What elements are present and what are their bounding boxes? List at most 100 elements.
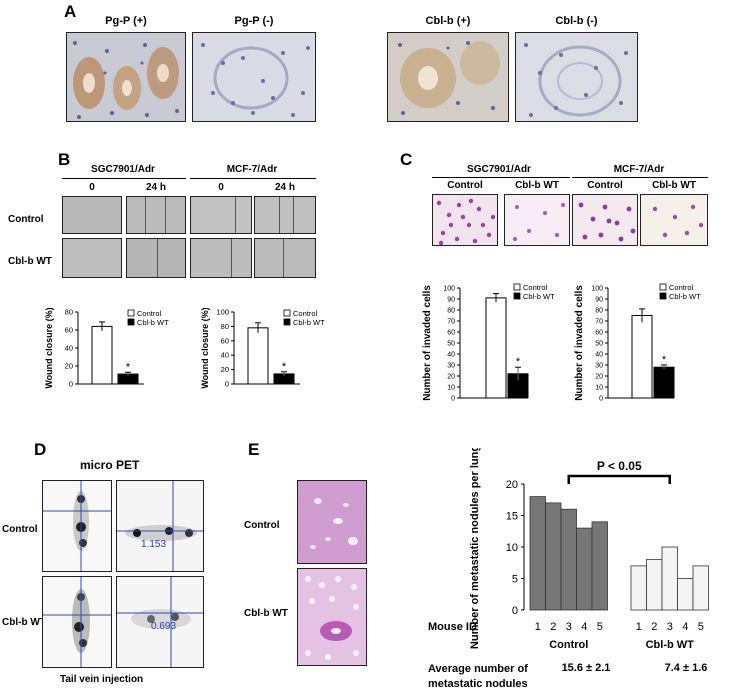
y-tick-label: 40 (65, 344, 73, 353)
wound-image (126, 196, 186, 234)
legend-swatch (283, 318, 291, 326)
legend-swatch (283, 309, 291, 317)
y-tick-label: 60 (221, 336, 229, 345)
image-caption-pgp-pos: Pg-P (+) (105, 15, 147, 27)
injection-caption: Tail vein injection (60, 674, 144, 685)
y-tick-label: 40 (221, 351, 229, 360)
y-tick-label: 90 (447, 297, 455, 304)
y-tick-label: 15 (506, 511, 518, 523)
y-tick-label: 20 (65, 362, 73, 371)
group-underline (190, 178, 316, 179)
legend-label: Cbl-b WT (137, 318, 169, 327)
wound-image (190, 238, 252, 278)
mouse-id-label: 3 (667, 621, 673, 633)
y-tick-label: 10 (447, 385, 455, 392)
y-tick-label: 0 (69, 380, 73, 389)
mouse-id-label: 1 (636, 621, 642, 633)
time-label: 24 h (145, 182, 166, 193)
invasion-image (640, 194, 708, 246)
mouse-id-label: 3 (566, 621, 572, 633)
y-axis-label: Number of metastatic nodules per lung (469, 448, 481, 649)
significance-bracket (567, 474, 671, 484)
x-axis-title: Mouse ID (428, 621, 477, 633)
y-tick-label: 10 (595, 385, 603, 392)
y-axis-label: Wound closure (%) (44, 307, 54, 388)
group-label-sgc7901: SGC7901/Adr (467, 164, 531, 175)
mouse-id-label: 4 (682, 621, 688, 633)
legend-label: Cbl-b WT (669, 292, 701, 301)
group-label-sgc7901: SGC7901/Adr (91, 164, 155, 175)
bar (646, 559, 663, 611)
average-cblb: 7.4 ± 1.6 (664, 662, 708, 674)
chart-wound-closure-sgc7901: 0 20 40 60 80 Wound closure (%) * ControlCbl-b … (44, 307, 169, 389)
average-label: Average number of metastatic nodules (428, 662, 528, 692)
row-label-cblb: Cbl-b WT (244, 608, 288, 619)
column-label: Control (447, 180, 483, 191)
bar (485, 297, 507, 399)
legend-label: Control (293, 309, 318, 318)
invasion-image (432, 194, 498, 246)
y-tick-label: 0 (225, 380, 229, 389)
y-tick-label: 100 (591, 286, 603, 293)
y-tick-label: 60 (595, 330, 603, 337)
y-tick-label: 70 (447, 319, 455, 326)
legend-swatch (513, 292, 521, 300)
lung-histology-cblb (297, 568, 367, 666)
legend-swatch (127, 318, 135, 326)
y-tick-label: 40 (447, 352, 455, 359)
column-label: Cbl-b WT (652, 180, 696, 191)
time-label: 0 (89, 182, 95, 193)
wound-image (190, 196, 252, 234)
y-tick-label: 20 (595, 374, 603, 381)
p-value-label: P < 0.05 (597, 459, 642, 473)
bar (545, 502, 562, 611)
chart-wound-closure-mcf7: 0 20 40 60 80 100 Wound closure (%) * ControlCbl… (200, 307, 325, 389)
y-tick-label: 80 (447, 308, 455, 315)
panel-label-d: D (34, 440, 47, 459)
y-tick-label: 20 (221, 365, 229, 374)
pet-scan-whole-body (42, 576, 112, 668)
y-tick-label: 0 (451, 396, 455, 403)
y-tick-label: 0 (599, 396, 603, 403)
panel-label-b: B (58, 150, 71, 169)
legend-swatch (127, 309, 135, 317)
y-tick-label: 80 (595, 308, 603, 315)
y-axis-label: Number of invaded cells (422, 285, 433, 401)
time-label: 24 h (274, 182, 295, 193)
y-tick-label: 50 (447, 341, 455, 348)
y-tick-label: 60 (447, 330, 455, 337)
ihc-image-pgp-negative (192, 32, 316, 122)
significance-marker: * (516, 356, 521, 368)
y-tick-label: 10 (506, 542, 518, 554)
significance-marker: * (662, 354, 667, 366)
y-tick-label: 20 (447, 374, 455, 381)
group-underline (572, 177, 708, 178)
pet-scan-slice: 1.153 (116, 480, 204, 572)
group-label-mcf7: MCF-7/Adr (226, 164, 278, 175)
group-underline (432, 177, 570, 178)
mouse-id-label: 2 (550, 621, 556, 633)
chart-invaded-sgc7901: 0 10 20 30 40 50 60 70 80 90 100 Number of invaded … (422, 283, 555, 403)
wound-image (62, 196, 122, 234)
bar (560, 508, 577, 611)
bar (529, 496, 546, 611)
mouse-id-label: 5 (597, 621, 603, 633)
mouse-id-label: 1 (535, 621, 541, 633)
bar (692, 565, 709, 611)
legend-swatch (659, 292, 667, 300)
invasion-image (504, 194, 570, 246)
y-tick-label: 30 (595, 363, 603, 370)
y-tick-label: 30 (447, 363, 455, 370)
significance-marker: * (126, 361, 131, 373)
y-axis-label: Number of invaded cells (574, 285, 585, 401)
bar (630, 565, 647, 611)
average-control: 15.6 ± 2.1 (561, 662, 611, 674)
lung-histology-control (297, 480, 367, 564)
image-caption-pgp-neg: Pg-P (-) (234, 15, 274, 27)
group-label: Cbl-b WT (646, 639, 695, 651)
average-label-line2: metastatic nodules (428, 678, 528, 690)
column-label: Cbl-b WT (515, 180, 559, 191)
ihc-image-cblb-positive (387, 32, 509, 122)
column-label: Control (587, 180, 623, 191)
panel-label-a: A (64, 2, 77, 21)
